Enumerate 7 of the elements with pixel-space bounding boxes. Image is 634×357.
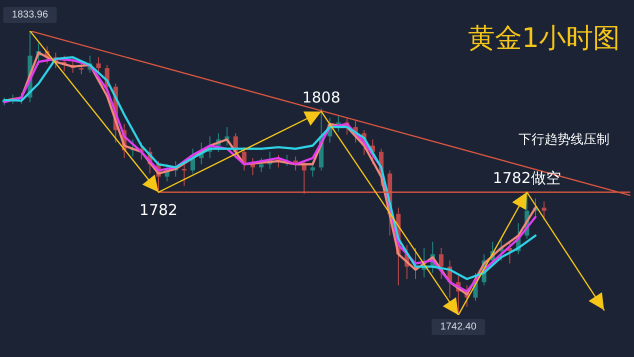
chart-title: 黄金1小时图 <box>468 22 620 56</box>
data-label: 1782做空 <box>492 169 561 188</box>
data-label: 1808 <box>302 88 340 107</box>
data-label: 1782 <box>139 201 178 220</box>
series-label: 下行趋势线压制 <box>518 132 610 148</box>
data-label: 1833.96 <box>12 10 48 20</box>
data-label: 1742.40 <box>440 322 477 332</box>
